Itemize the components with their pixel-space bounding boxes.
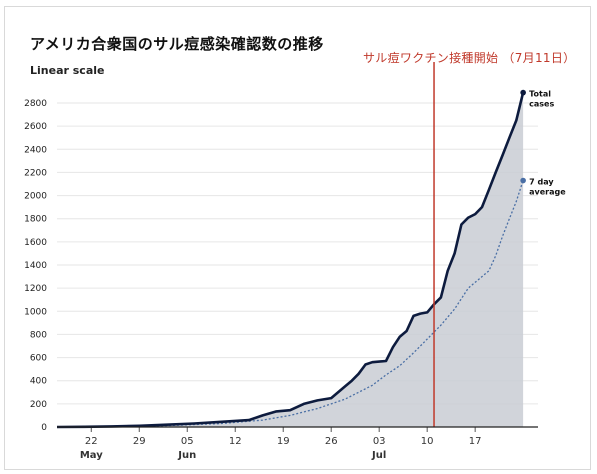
y-tick-label: 2600 — [24, 122, 47, 132]
total-cases-line — [56, 92, 525, 429]
total-cases-end-point — [520, 89, 526, 96]
total-cases-label-line2: cases — [529, 100, 554, 109]
x-tick-label: 10 — [421, 436, 434, 447]
total-cases-label-line1: Total — [529, 90, 551, 99]
y-tick-label: 2200 — [24, 168, 47, 178]
total-cases-area — [57, 92, 524, 427]
y-scale-label: Linear scale — [30, 64, 105, 77]
y-tick-label: 2000 — [24, 192, 47, 202]
y-tick-label: 2800 — [24, 99, 47, 109]
x-tick-label: 22 — [85, 436, 98, 447]
x-tick-label: 17 — [469, 436, 482, 447]
chart-title: アメリカ合衆国のサル痘感染確認数の推移 — [30, 35, 324, 53]
y-tick-label: 1800 — [24, 215, 47, 225]
y-tick-label: 1200 — [24, 284, 47, 294]
y-tick-label: 600 — [30, 354, 47, 364]
y-tick-label: 2400 — [24, 145, 47, 155]
seven-day-average-end-point — [520, 177, 526, 184]
vaccination-annotation: サル痘ワクチン接種開始 （7月11日） — [363, 51, 576, 65]
x-tick-label: 03 — [373, 436, 386, 447]
y-tick-label: 1400 — [24, 261, 47, 271]
seven-day-average-line — [56, 180, 524, 428]
x-month-label: May — [80, 450, 103, 461]
y-tick-label: 200 — [30, 400, 47, 410]
x-axis-ticks: 22 May 29 05 Jun 12 19 26 03 Jul 10 17 — [80, 427, 482, 461]
x-tick-label: 05 — [181, 436, 194, 447]
y-axis-ticks: 0 200 400 600 800 1000 1200 1400 1600 1800 2000 220… — [24, 99, 47, 433]
x-tick-label: 26 — [325, 436, 338, 447]
seven-day-average-label-line2: average — [529, 188, 566, 197]
y-tick-label: 1000 — [24, 307, 47, 317]
y-tick-label: 0 — [41, 423, 47, 433]
x-month-label: Jun — [177, 450, 196, 461]
x-tick-label: 29 — [133, 436, 146, 447]
y-tick-label: 400 — [30, 377, 47, 387]
y-tick-label: 800 — [30, 330, 47, 340]
x-month-label: Jul — [371, 450, 386, 461]
x-tick-label: 12 — [229, 436, 242, 447]
seven-day-average-label-line1: 7 day — [529, 178, 554, 187]
x-tick-label: 19 — [277, 436, 290, 447]
y-tick-label: 1600 — [24, 238, 47, 248]
